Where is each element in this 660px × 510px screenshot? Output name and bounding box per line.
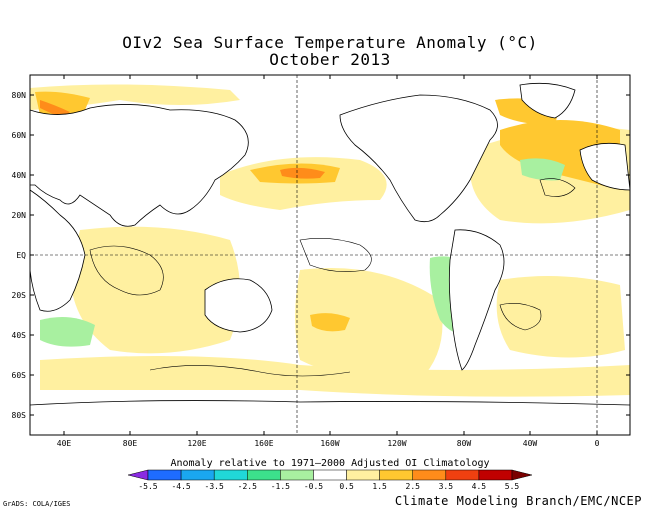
land-europe (579, 142, 631, 191)
lon-label-40w: 40W (523, 439, 538, 448)
colorbar-tick-label: -4.5 (171, 482, 190, 491)
colorbar-tick-label: 0.5 (339, 482, 354, 491)
colorbar-tick-label: -0.5 (304, 482, 323, 491)
colorbar-segment (147, 469, 182, 481)
colorbar-segment (346, 469, 380, 481)
lon-label-40e: 40E (57, 439, 72, 448)
anomaly-patch-kara (40, 100, 70, 118)
continents (29, 82, 631, 436)
colorbar-tick-label: 4.5 (472, 482, 487, 491)
lat-label-40s: 40S (12, 331, 27, 340)
credit-cmb: Climate Modeling Branch/EMC/NCEP (394, 494, 642, 508)
colorbar-tick-label: -3.5 (205, 482, 224, 491)
lon-label-160e: 160E (254, 439, 273, 448)
lat-label-60n: 60N (12, 131, 27, 140)
credit-grads: GrADS: COLA/IGES (3, 500, 71, 508)
land-antarctica (29, 400, 631, 436)
colorbar-segment (445, 469, 480, 481)
lat-label-eq: EQ (16, 251, 26, 260)
colorbar-tick-label: 5.5 (505, 482, 520, 491)
lat-label-80s: 80S (12, 411, 27, 420)
lat-label-20n: 20N (12, 211, 27, 220)
colorbar-tick-label: -2.5 (238, 482, 257, 491)
colorbar-segment (127, 469, 149, 481)
anomaly-patch-gulf-cool (520, 158, 565, 181)
colorbar-title: Anomaly relative to 1971–2000 Adjusted O… (170, 458, 490, 469)
latitude-axis: 80N 60N 40N 20N EQ 20S 40S 60S 80S (12, 91, 630, 420)
colorbar-tick-label: -5.5 (138, 482, 157, 491)
longitude-axis: 40E 80E 120E 160E 160W 120W 80W 40W 0 (57, 75, 600, 448)
map-title: OIv2 Sea Surface Temperature Anomaly (°C… (122, 33, 538, 52)
anomaly-patch-indian (70, 226, 240, 354)
land-south-america (448, 229, 505, 371)
land-greenland (519, 82, 576, 119)
lon-label-80w: 80W (457, 439, 472, 448)
lon-label-0: 0 (595, 439, 600, 448)
lon-label-80e: 80E (123, 439, 138, 448)
lon-label-120w: 120W (387, 439, 406, 448)
lat-label-20s: 20S (12, 291, 27, 300)
lon-label-160w: 160W (320, 439, 339, 448)
colorbar-segment (247, 469, 281, 481)
lat-label-40n: 40N (12, 171, 27, 180)
anomaly-patch-southern (40, 356, 630, 397)
anomaly-patch-spacific (295, 268, 443, 381)
colorbar-tick-label: 3.5 (439, 482, 454, 491)
colorbar-segment (313, 469, 347, 481)
lat-label-60s: 60S (12, 371, 27, 380)
land-eurasia (29, 104, 249, 227)
colorbar-tick-label: -1.5 (271, 482, 290, 491)
land-africa (29, 189, 86, 312)
land-australia (204, 278, 273, 333)
anomaly-patch-sio-cool (40, 316, 95, 347)
colorbar-segment (412, 469, 447, 481)
zero-contours (89, 178, 576, 377)
colorbar-segment (280, 469, 314, 481)
lon-label-120e: 120E (187, 439, 206, 448)
colorbar-segment (511, 469, 533, 481)
colorbar-segment (213, 469, 248, 481)
anomaly-patch-kuroshio (280, 167, 325, 179)
colorbar-tick-label: 2.5 (406, 482, 421, 491)
colorbar-segment (478, 469, 513, 481)
colorbar-segment (180, 469, 215, 481)
map-subtitle: October 2013 (269, 50, 391, 69)
lat-label-80n: 80N (12, 91, 27, 100)
anomaly-patch-satlantic (496, 276, 625, 358)
anomaly-patch-spacific-core (310, 313, 350, 332)
colorbar-segment (379, 469, 413, 481)
land-north-america (339, 94, 498, 223)
colorbar-tick-label: 1.5 (372, 482, 387, 491)
colorbar: -5.5 -4.5 -3.5 -2.5 -1.5 -0.5 0.5 1.5 2.5 3.5 4.5 5… (127, 469, 533, 491)
